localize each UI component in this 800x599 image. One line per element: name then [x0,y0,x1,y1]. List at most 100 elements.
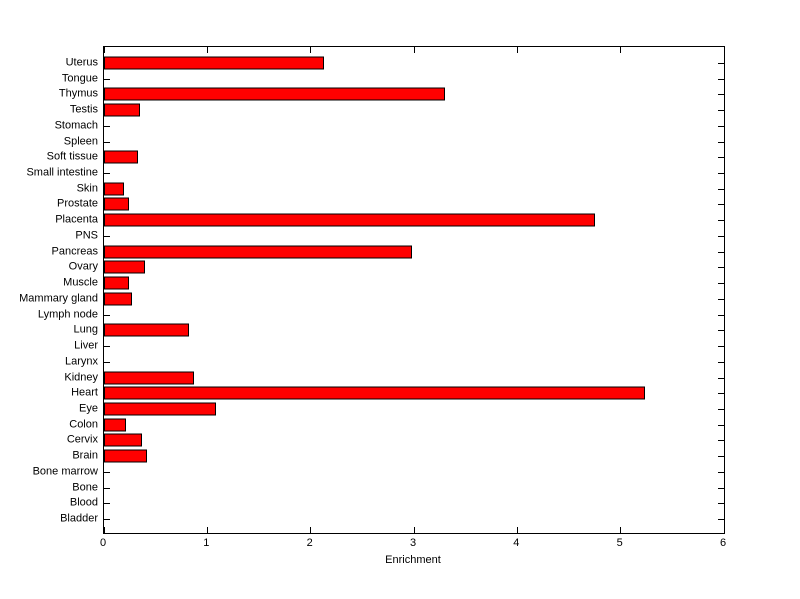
category-label: Bone marrow [32,465,98,478]
category-label: Ovary [68,260,98,273]
y-axis-tick-left [104,487,110,489]
bar [104,87,445,101]
x-axis-tick [103,527,105,533]
bar-row: Heart [71,385,724,401]
bar-row: Colon [69,417,724,433]
bar [104,197,129,211]
x-axis-label: Enrichment [385,554,441,566]
y-axis-tick-right [718,487,724,489]
y-axis-tick-right [718,330,724,332]
bar-row: Eye [79,401,724,417]
y-axis-tick-right [718,188,724,190]
x-axis-tick [206,47,208,53]
y-axis-tick-right [718,346,724,348]
x-axis-tick [310,527,312,533]
plot-area: Uterus Tongue Thymus Testis Stomach Spleen Sof… [19,46,725,534]
bar-row: Mammary gland [19,291,724,307]
category-label: Pancreas [51,245,98,258]
bar [104,371,194,385]
bar-row: Lymph node [38,307,724,323]
bar [104,213,595,227]
category-label: Mammary gland [19,292,98,305]
y-axis-tick-left [104,314,110,316]
category-label: Kidney [64,371,98,384]
y-axis-tick-right [718,141,724,143]
y-axis-tick-right [718,440,724,442]
y-axis-tick-left [104,519,110,521]
bar-row: Soft tissue [47,149,724,165]
y-axis-tick-right [718,235,724,237]
category-label: PNS [75,229,98,242]
category-label: Testis [69,103,98,116]
y-axis-tick-right [718,267,724,269]
category-label: Bladder [60,512,98,525]
x-axis-tick [413,527,415,533]
bar [104,260,146,274]
x-axis-tick [516,47,518,53]
bar [104,323,189,337]
y-axis-tick-left [104,78,110,80]
category-label: Lymph node [37,308,98,321]
category-label: Spleen [63,135,98,148]
bar-row: Uterus [66,55,724,71]
bar [104,418,126,432]
bar-row: Skin [77,181,724,197]
bar-row: Cervix [67,433,724,449]
y-axis-tick-right [718,251,724,253]
bar-row: Tongue [62,71,724,87]
bar-row: Ovary [69,260,724,276]
category-label: Placenta [55,213,98,226]
y-axis-tick-right [718,377,724,379]
y-axis-tick-left [104,471,110,473]
x-axis-tick [413,47,415,53]
x-axis-tick-label: 5 [616,537,623,549]
bar [104,56,325,70]
bar-row: Prostate [57,197,724,213]
x-axis-tick-label: 4 [513,537,520,549]
x-axis-tick [310,47,312,53]
category-label: Soft tissue [46,150,98,163]
category-label: Larynx [64,355,98,368]
y-axis-tick-right [718,314,724,316]
y-axis-tick-right [718,125,724,127]
y-axis-tick-right [718,220,724,222]
category-label: Liver [74,339,98,352]
y-axis-tick-right [718,204,724,206]
bar [104,182,124,196]
x-axis-tick [620,527,622,533]
bar [104,245,412,259]
x-axis-tick [516,527,518,533]
category-label: Tongue [61,72,98,85]
y-axis-tick-right [718,456,724,458]
bar [104,386,646,400]
y-axis-tick-left [104,125,110,127]
bar [104,292,132,306]
y-axis-tick-right [718,519,724,521]
category-label: Heart [71,386,98,399]
x-axis-tick-label: 6 [719,537,727,549]
bar-row: Lung [74,322,724,338]
bar-row: Kidney [64,370,724,386]
category-label: Lung [73,323,98,336]
bar-row: Testis [70,102,724,118]
bar [104,433,143,447]
y-axis-tick-left [104,235,110,237]
y-axis-tick-left [104,361,110,363]
y-axis-tick-right [718,94,724,96]
x-axis-tick [103,47,105,53]
bar-row: Bone [72,480,724,496]
bar-row: Bladder [60,511,724,527]
y-axis-tick-right [718,110,724,112]
x-axis-tick [206,527,208,533]
x-axis-tick-label: 3 [409,537,417,549]
category-label: Muscle [63,276,98,289]
x-axis-tick [723,47,725,53]
y-axis-tick-right [718,157,724,159]
x-axis-tick-labels: 0 1 2 3 4 5 6 [100,537,727,552]
category-label: Brain [72,449,98,462]
category-label: Eye [79,402,98,415]
bar-row: Small intestine [26,165,724,181]
y-axis-tick-right [718,283,724,285]
bar-row: Bone marrow [33,464,724,480]
